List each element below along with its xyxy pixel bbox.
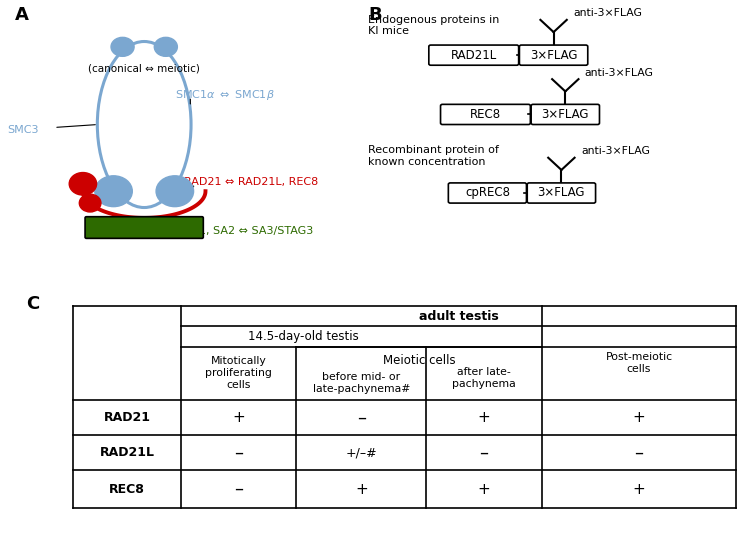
Text: SMC3: SMC3: [8, 125, 39, 136]
Text: A: A: [14, 6, 29, 24]
Text: 3×FLAG: 3×FLAG: [530, 49, 578, 61]
Text: –: –: [479, 444, 488, 462]
Text: Post-meiotic
cells: Post-meiotic cells: [605, 352, 672, 374]
Text: +: +: [478, 410, 490, 425]
Circle shape: [156, 176, 194, 206]
Text: RAD21L: RAD21L: [100, 446, 155, 459]
Text: after late-
pachynema: after late- pachynema: [452, 367, 516, 389]
Circle shape: [80, 194, 101, 212]
Text: anti-3×FLAG: anti-3×FLAG: [581, 146, 650, 156]
Text: –: –: [234, 480, 243, 498]
Text: +: +: [478, 481, 490, 497]
Text: –: –: [357, 408, 366, 426]
FancyBboxPatch shape: [448, 183, 526, 203]
Text: SA1, SA2 ⇔ SA3/STAG3: SA1, SA2 ⇔ SA3/STAG3: [184, 226, 313, 236]
Text: Meiotic cells: Meiotic cells: [383, 354, 455, 367]
Text: RAD21 ⇔ RAD21L, REC8: RAD21 ⇔ RAD21L, REC8: [184, 177, 318, 187]
Text: B: B: [368, 6, 382, 24]
FancyBboxPatch shape: [531, 104, 599, 125]
Text: –: –: [234, 444, 243, 462]
Text: +: +: [632, 481, 645, 497]
Circle shape: [95, 176, 132, 206]
Text: anti-3×FLAG: anti-3×FLAG: [573, 8, 642, 18]
Text: RAD21: RAD21: [104, 411, 150, 424]
Text: Mitotically
proliferating
cells: Mitotically proliferating cells: [205, 356, 273, 390]
Text: SMC1$\alpha$ $\Leftrightarrow$ SMC1$\beta$: SMC1$\alpha$ $\Leftrightarrow$ SMC1$\bet…: [175, 88, 275, 102]
Text: +: +: [632, 410, 645, 425]
Circle shape: [111, 37, 134, 57]
Text: C: C: [26, 295, 39, 313]
Text: –: –: [635, 444, 644, 462]
Text: +: +: [355, 481, 368, 497]
Text: 3×FLAG: 3×FLAG: [538, 187, 585, 199]
Text: adult testis: adult testis: [419, 310, 499, 323]
Text: 3×FLAG: 3×FLAG: [541, 108, 589, 121]
Text: REC8: REC8: [109, 483, 145, 496]
Circle shape: [69, 172, 97, 195]
FancyBboxPatch shape: [527, 183, 596, 203]
Text: anti-3×FLAG: anti-3×FLAG: [585, 68, 653, 77]
FancyBboxPatch shape: [85, 217, 204, 238]
Text: REC8: REC8: [470, 108, 501, 121]
Circle shape: [154, 37, 177, 57]
FancyBboxPatch shape: [441, 104, 530, 125]
Text: before mid- or
late-pachynema#: before mid- or late-pachynema#: [312, 372, 410, 394]
Text: +: +: [233, 410, 245, 425]
Text: cpREC8: cpREC8: [465, 187, 510, 199]
Text: Endogenous proteins in
KI mice: Endogenous proteins in KI mice: [368, 15, 499, 36]
FancyBboxPatch shape: [520, 45, 588, 65]
Text: Recombinant protein of
known concentration: Recombinant protein of known concentrati…: [368, 145, 499, 167]
Text: (canonical ⇔ meiotic): (canonical ⇔ meiotic): [89, 63, 200, 73]
FancyBboxPatch shape: [429, 45, 519, 65]
Text: 14.5-day-old testis: 14.5-day-old testis: [249, 330, 359, 343]
Text: RAD21L: RAD21L: [451, 49, 497, 61]
Text: +/–#: +/–#: [345, 446, 377, 459]
